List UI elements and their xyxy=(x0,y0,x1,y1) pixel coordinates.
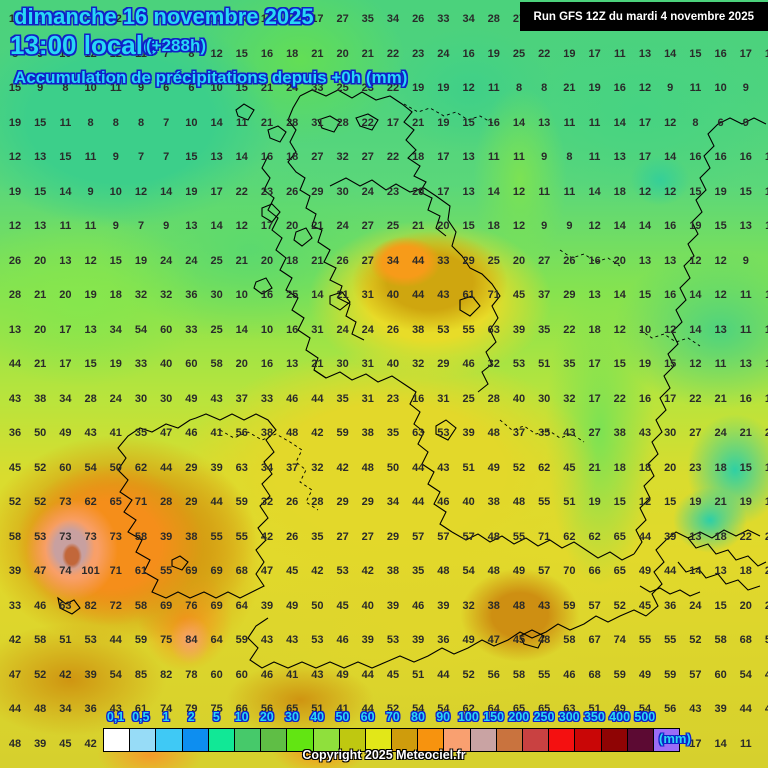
legend-tick: 150 xyxy=(483,710,505,724)
legend-tick: 30 xyxy=(285,710,299,724)
legend-tick: 250 xyxy=(533,710,555,724)
legend-swatch xyxy=(130,729,157,751)
legend-tick: 100 xyxy=(457,710,479,724)
legend-swatch xyxy=(444,729,471,751)
legend-swatch xyxy=(104,729,131,751)
lead-time-label: (+288h) xyxy=(146,36,206,55)
legend-swatch xyxy=(261,729,288,751)
legend-swatch xyxy=(653,729,680,751)
legend-tick: 40 xyxy=(310,710,325,724)
legend-swatch xyxy=(523,729,550,751)
legend-tick: 70 xyxy=(385,710,400,724)
legend-swatch xyxy=(365,729,393,751)
legend-tick: 500 xyxy=(634,710,656,724)
legend-tick: 1 xyxy=(162,710,170,724)
color-scale-legend xyxy=(103,728,681,752)
legend-swatch xyxy=(339,729,366,751)
legend-swatch xyxy=(182,729,209,751)
legend-swatch xyxy=(418,729,445,751)
legend-tick-labels: 0,1 0,5 1 2 5 10 20 30 40 50 60 70 80 90 100 150 200 250 3… xyxy=(0,710,768,728)
legend-tick: 10 xyxy=(234,710,249,724)
legend-tick: 90 xyxy=(436,710,451,724)
legend-tick: 2 xyxy=(187,710,195,724)
legend-swatch xyxy=(208,729,235,751)
legend-tick: 80 xyxy=(411,710,425,724)
legend-tick: 50 xyxy=(335,710,350,724)
legend-tick: 400 xyxy=(609,710,631,724)
legend-tick: 350 xyxy=(583,710,605,724)
legend-tick: 200 xyxy=(508,710,530,724)
parameter-title: Accumulation de précipitations depuis +0… xyxy=(14,68,408,87)
legend-swatch xyxy=(156,729,183,751)
legend-swatch xyxy=(392,729,419,751)
legend-swatch xyxy=(234,729,262,751)
legend-swatch xyxy=(549,729,576,751)
legend-tick: 5 xyxy=(212,710,220,724)
legend-swatch xyxy=(470,729,497,751)
legend-unit-label: (mm) xyxy=(659,731,691,746)
legend-swatch xyxy=(313,729,340,751)
copyright-notice: Copyright 2025 Meteociel.fr xyxy=(302,748,466,762)
valid-time-title: 13:00 locale xyxy=(10,30,158,60)
legend-tick: 0,1 xyxy=(106,710,125,724)
legend-tick: 20 xyxy=(259,710,274,724)
model-run-label: Run GFS 12Z du mardi 4 novembre 2025 xyxy=(533,11,754,23)
legend-swatch xyxy=(496,729,523,751)
legend-tick: 300 xyxy=(558,710,580,724)
model-run-badge: Run GFS 12Z du mardi 4 novembre 2025 xyxy=(519,2,768,31)
legend-swatch xyxy=(575,729,602,751)
legend-swatch xyxy=(627,729,654,751)
legend-tick: 0,5 xyxy=(132,710,150,724)
page-title: dimanche 16 novembre 2025 xyxy=(14,4,314,29)
legend-swatch xyxy=(601,729,628,751)
legend-swatch xyxy=(287,729,314,751)
legend-tick: 60 xyxy=(360,710,375,724)
